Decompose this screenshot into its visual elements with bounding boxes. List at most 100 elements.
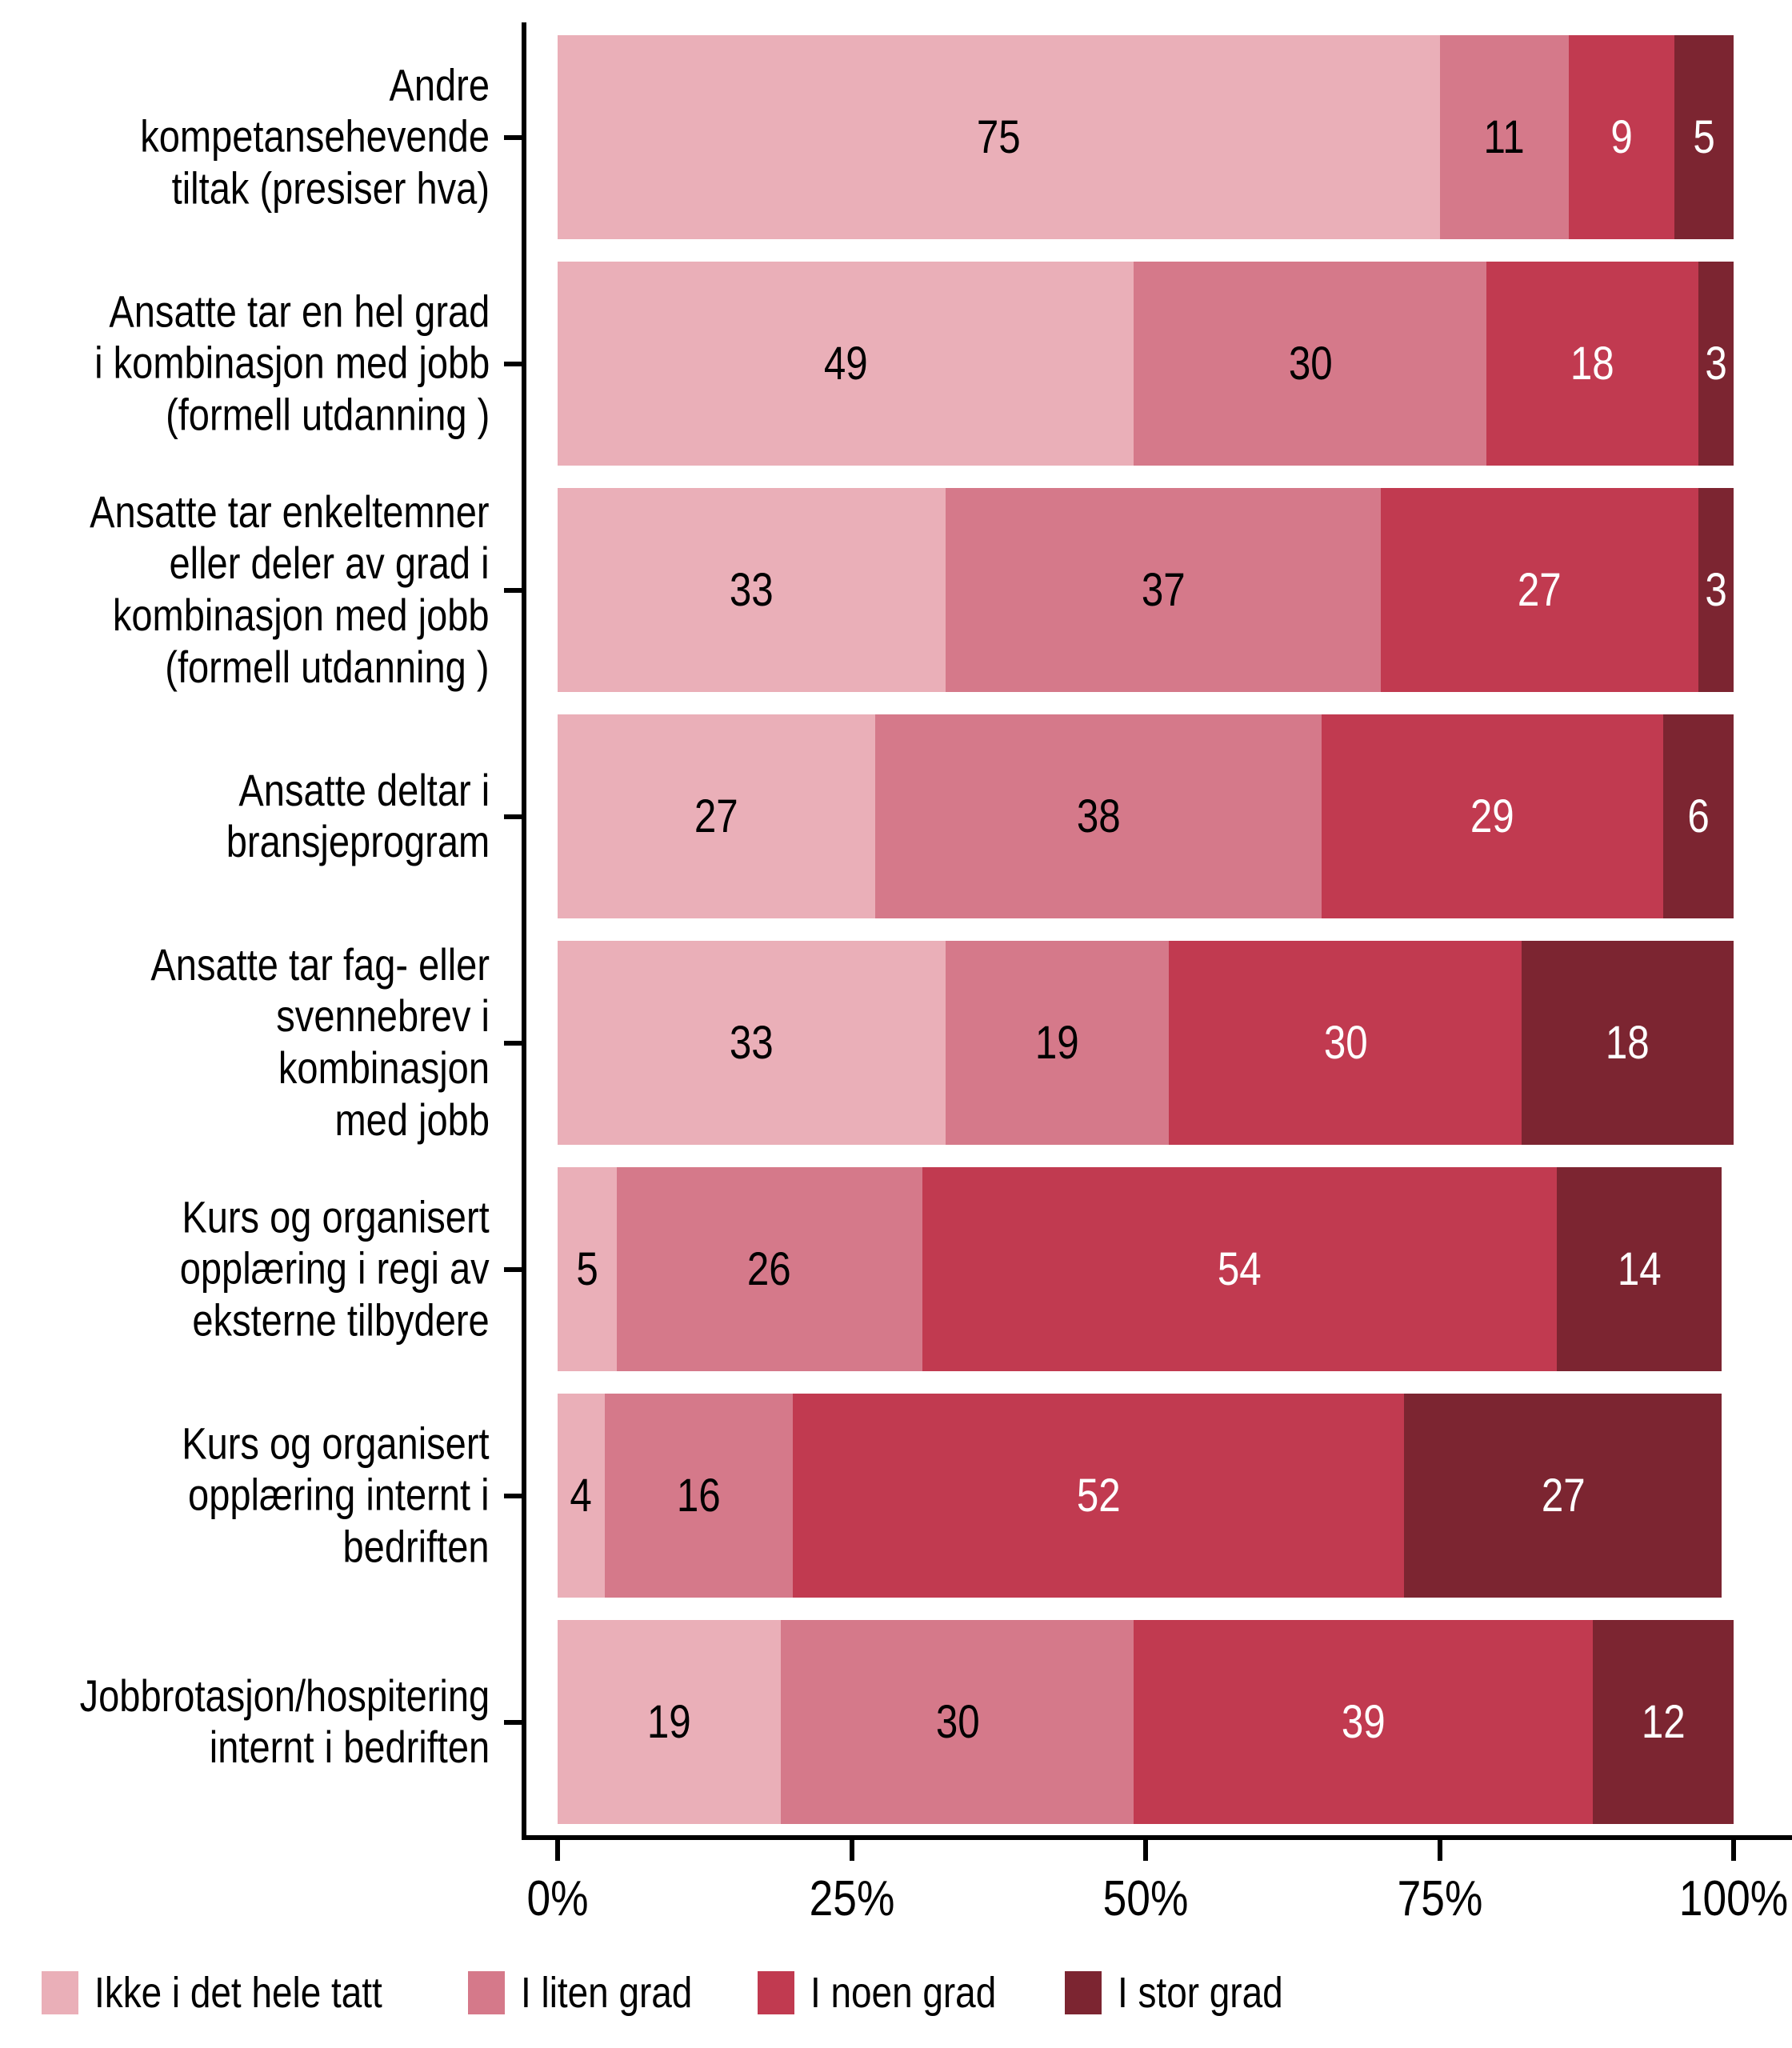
y-tick-mark	[504, 587, 525, 593]
bar-segment: 33	[558, 941, 946, 1145]
value-label: 37	[1141, 564, 1186, 616]
bar-segment: 11	[1439, 35, 1570, 239]
bar-segment: 5	[1674, 35, 1734, 239]
legend-item: I noen grad	[758, 1968, 1029, 2018]
stacked-bar: 33 37 27 3	[558, 488, 1734, 692]
legend-label: Ikke i det hele tatt	[94, 1969, 382, 2017]
value-label: 38	[1076, 790, 1121, 842]
bar-segment: 27	[558, 714, 875, 918]
legend: Ikke i det hele tatt I liten grad I noen g…	[42, 1968, 1312, 2018]
value-label: 39	[1341, 1696, 1386, 1748]
category-label: Ansatte tar fag- eller svennebrev i kombi…	[0, 939, 490, 1147]
stacked-bar: 75 11 9 5	[558, 35, 1734, 239]
value-label: 26	[747, 1243, 792, 1295]
value-label: 9	[1610, 111, 1634, 163]
value-label: 27	[1518, 564, 1562, 616]
legend-item: I liten grad	[468, 1968, 722, 2018]
bar-area: 75 11 9 5	[558, 35, 1734, 239]
bar-segment: 3	[1698, 262, 1734, 466]
value-label: 49	[823, 338, 868, 390]
stacked-bar: 5 26 54 14	[558, 1167, 1734, 1371]
x-tick-mark	[849, 1840, 854, 1861]
category-label: Kurs og organisert opplæring i regi av eks…	[0, 1191, 490, 1347]
value-label: 54	[1218, 1243, 1262, 1295]
bar-segment: 54	[922, 1167, 1558, 1371]
y-tick-mark	[504, 361, 525, 366]
legend-key-swatch	[1064, 1971, 1102, 2014]
bar-segment: 49	[558, 262, 1134, 466]
bar-segment: 12	[1592, 1620, 1734, 1824]
bar-row: Ansatte tar en hel grad i kombinasjon med…	[0, 250, 1792, 477]
legend-label: I liten grad	[521, 1969, 693, 2017]
x-tick-mark	[1731, 1840, 1736, 1861]
y-axis-line	[522, 22, 526, 1840]
bar-segment: 5	[558, 1167, 617, 1371]
value-label: 5	[576, 1243, 598, 1295]
value-label: 27	[1541, 1470, 1586, 1522]
value-label: 33	[730, 564, 774, 616]
legend-key-swatch	[758, 1971, 795, 2014]
bar-area: 27 38 29 6	[558, 714, 1734, 918]
bar-segment: 27	[1380, 488, 1698, 692]
stacked-bar: 33 19 30 18	[558, 941, 1734, 1145]
y-tick-mark	[504, 134, 525, 140]
legend-label: I stor grad	[1117, 1969, 1283, 2017]
stacked-bar: 4 16 52 27	[558, 1394, 1734, 1598]
bar-row: Andre kompetansehevende tiltak (presiser …	[0, 24, 1792, 250]
bar-segment: 75	[558, 35, 1440, 239]
x-tick-mark	[1437, 1840, 1442, 1861]
bar-row: Ansatte tar fag- eller svennebrev i kombi…	[0, 930, 1792, 1156]
bar-area: 33 19 30 18	[558, 941, 1734, 1145]
value-label: 4	[570, 1470, 593, 1522]
bar-segment: 27	[1404, 1394, 1722, 1598]
legend-label: I noen grad	[810, 1969, 997, 2017]
value-label: 6	[1687, 790, 1710, 842]
bar-rows: Andre kompetansehevende tiltak (presiser …	[0, 24, 1792, 1835]
category-label: Jobbrotasjon/hospitering internt i bedrif…	[0, 1670, 490, 1774]
value-label: 29	[1470, 790, 1515, 842]
bar-row: Ansatte deltar i bransjeprogram 27 38 29 6	[0, 703, 1792, 930]
category-label-text: Kurs og organisert opplæring i regi av eks…	[180, 1191, 490, 1346]
bar-segment: 6	[1662, 714, 1734, 918]
value-label: 30	[935, 1696, 980, 1748]
legend-item: Ikke i det hele tatt	[42, 1968, 433, 2018]
value-label: 52	[1076, 1470, 1121, 1522]
y-tick-mark	[504, 814, 525, 819]
category-label: Andre kompetansehevende tiltak (presiser …	[0, 59, 490, 215]
bar-area: 5 26 54 14	[558, 1167, 1734, 1371]
y-tick-mark	[504, 1493, 525, 1498]
bar-segment: 38	[874, 714, 1322, 918]
value-label: 16	[676, 1470, 721, 1522]
bar-area: 33 37 27 3	[558, 488, 1734, 692]
value-label: 3	[1705, 338, 1727, 390]
bar-segment: 19	[946, 941, 1170, 1145]
x-tick-label: 0%	[526, 1871, 589, 1926]
bar-segment: 29	[1322, 714, 1663, 918]
bar-segment: 30	[1134, 262, 1487, 466]
bar-area: 4 16 52 27	[558, 1394, 1734, 1598]
stacked-bar: 49 30 18 3	[558, 262, 1734, 466]
category-label: Kurs og organisert opplæring internt i bed…	[0, 1418, 490, 1574]
bar-segment: 37	[946, 488, 1381, 692]
category-label-text: Ansatte tar en hel grad i kombinasjon med…	[94, 286, 490, 440]
y-tick-mark	[504, 1040, 525, 1046]
x-tick-label: 75%	[1397, 1871, 1482, 1926]
bar-row: Ansatte tar enkeltemner eller deler av gr…	[0, 477, 1792, 703]
value-label: 3	[1705, 564, 1727, 616]
legend-item: I stor grad	[1064, 1968, 1312, 2018]
bar-row: Jobbrotasjon/hospitering internt i bedrif…	[0, 1609, 1792, 1835]
value-label: 14	[1617, 1243, 1662, 1295]
value-label: 11	[1483, 111, 1525, 163]
bar-segment: 9	[1569, 35, 1675, 239]
bar-segment: 30	[1169, 941, 1522, 1145]
bar-segment: 30	[781, 1620, 1134, 1824]
category-label-text: Andre kompetansehevende tiltak (presiser …	[140, 59, 490, 214]
bar-segment: 4	[558, 1394, 605, 1598]
x-tick-label: 25%	[809, 1871, 894, 1926]
value-label: 19	[647, 1696, 692, 1748]
bar-segment: 26	[616, 1167, 922, 1371]
y-tick-mark	[504, 1719, 525, 1725]
category-label-text: Jobbrotasjon/hospitering internt i bedrif…	[79, 1670, 490, 1773]
bar-segment: 18	[1522, 941, 1734, 1145]
